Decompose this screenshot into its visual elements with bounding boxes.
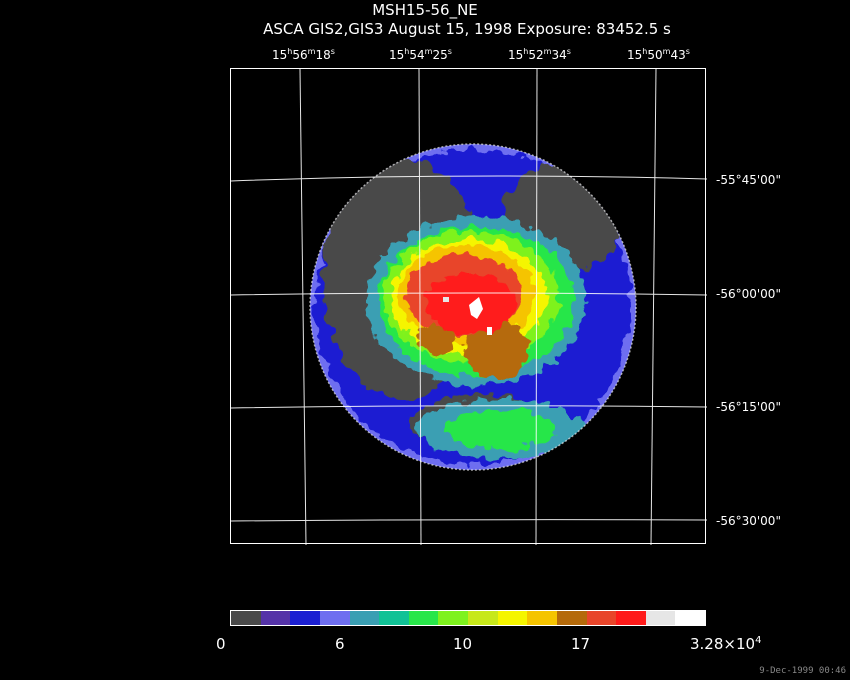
colorbar-swatch-14 [645,611,676,625]
ra-label-3: 15h52m34s [508,47,571,62]
dec-label-2: -56°00'00" [716,287,781,301]
colorbar-swatch-8 [468,611,498,625]
colorbar-label-0: 0 [216,635,226,653]
colorbar-swatch-9 [497,611,528,625]
colorbar-swatch-6 [408,611,439,625]
colorbar-swatch-0 [231,611,261,625]
ra-label-4: 15h50m43s [627,47,690,62]
colorbar [230,610,706,626]
colorbar-label-17: 17 [571,635,591,653]
colorbar-swatch-11 [556,611,587,625]
colorbar-swatch-5 [379,611,409,625]
figure-title: MSH15-56_NE [372,1,478,19]
colorbar-label-max: 3.28×104 [690,635,762,653]
colorbar-swatch-13 [616,611,646,625]
timestamp: 9-Dec-1999 00:46 [759,666,846,676]
dec-label-4: -56°30'00" [716,514,781,528]
figure-subtitle: ASCA GIS2,GIS3 August 15, 1998 Exposure:… [263,20,671,38]
colorbar-swatch-4 [349,611,380,625]
colorbar-label-10: 10 [453,635,473,653]
dec-label-3: -56°15'00" [716,400,781,414]
ra-label-1: 15h56m18s [272,47,335,62]
dec-label-1: -55°45'00" [716,173,781,187]
colorbar-swatch-12 [586,611,617,625]
xray-image [231,69,707,545]
colorbar-label-6: 6 [335,635,345,653]
xray-image-panel [230,68,707,545]
colorbar-swatch-2 [290,611,320,625]
colorbar-swatch-7 [438,611,468,625]
colorbar-swatch-3 [319,611,350,625]
ra-label-2: 15h54m25s [389,47,452,62]
colorbar-swatch-10 [527,611,557,625]
colorbar-swatch-15 [675,611,705,625]
colorbar-swatch-1 [260,611,291,625]
